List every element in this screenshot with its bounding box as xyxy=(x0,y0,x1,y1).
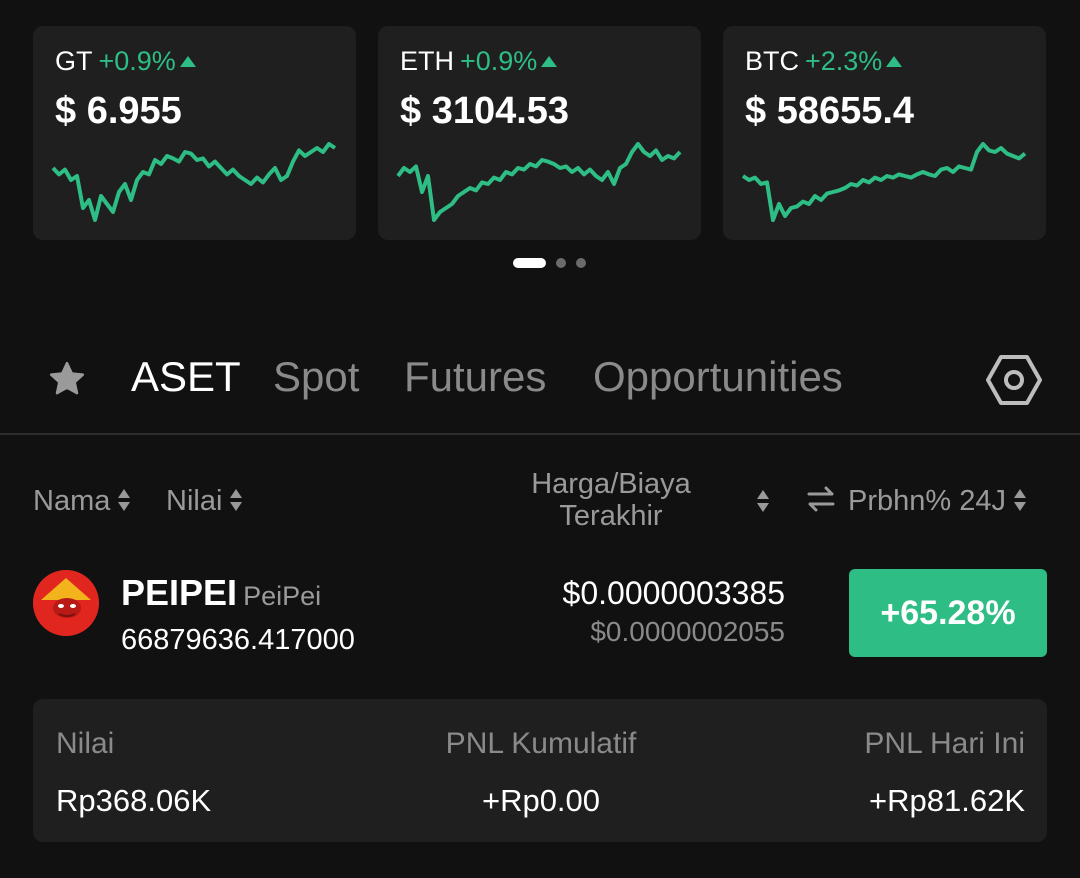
tab-spot[interactable]: Spot xyxy=(273,353,360,400)
ticker-symbol: GT xyxy=(55,46,93,76)
tabs-divider xyxy=(0,433,1080,435)
carousel-dot[interactable] xyxy=(556,258,566,268)
value-label: Nilai xyxy=(56,727,115,760)
asset-name: PeiPei xyxy=(243,581,322,611)
asset-symbol: PEIPEI xyxy=(121,572,238,613)
sort-by-name[interactable]: Nama xyxy=(33,485,131,518)
ticker-change: +0.9% xyxy=(460,46,538,76)
up-triangle-icon xyxy=(886,56,903,67)
peipei-logo-icon xyxy=(33,570,99,636)
value-amount: Rp368.06K xyxy=(56,783,212,818)
sort-by-value[interactable]: Nilai xyxy=(166,485,243,518)
hexagon-settings-icon[interactable] xyxy=(985,351,1043,409)
ticker-symbol: ETH xyxy=(400,46,454,76)
pnl-cumulative-label: PNL Kumulatif xyxy=(445,727,637,760)
column-value-label: Nilai xyxy=(166,485,223,517)
swap-arrows-icon[interactable] xyxy=(806,484,836,514)
ticker-cards: GT +0.9% $ 6.955 ETH +0.9% $ 3104.53 BTC +2… xyxy=(33,26,1047,240)
pnl-summary[interactable]: Nilai Rp368.06K PNL Kumulatif +Rp0.00 PN… xyxy=(33,699,1047,842)
pnl-today-amount: +Rp81.62K xyxy=(869,783,1025,818)
ticker-card-gt[interactable]: GT +0.9% $ 6.955 xyxy=(33,26,356,240)
carousel-dot[interactable] xyxy=(576,258,586,268)
asset-cost: $0.0000002055 xyxy=(590,616,785,647)
asset-tabs: ASET Spot Futures Opportunities xyxy=(0,345,1080,415)
change-badge[interactable]: +65.28% xyxy=(849,569,1047,657)
ticker-card-eth[interactable]: ETH +0.9% $ 3104.53 xyxy=(378,26,701,240)
sort-arrows-icon xyxy=(118,487,131,513)
ticker-card-btc[interactable]: BTC +2.3% $ 58655.4 xyxy=(723,26,1046,240)
star-icon[interactable] xyxy=(47,359,87,399)
ticker-change: +0.9% xyxy=(98,46,176,76)
pnl-cumulative-amount: +Rp0.00 xyxy=(481,783,601,818)
tab-opportunities[interactable]: Opportunities xyxy=(593,353,843,400)
asset-quantity: 66879636.417000 xyxy=(121,624,355,656)
sort-arrows-icon xyxy=(230,487,243,513)
sort-arrows-icon xyxy=(1014,487,1026,513)
ticker-price: $ 6.955 xyxy=(55,90,182,132)
sparkline-chart xyxy=(741,142,1027,222)
pnl-today-label: PNL Hari Ini xyxy=(864,727,1025,760)
sort-by-change[interactable]: Prbhn% 24J xyxy=(848,485,1026,518)
sparkline-chart xyxy=(51,142,337,222)
up-triangle-icon xyxy=(541,56,558,67)
peipei-avatar xyxy=(33,570,99,636)
ticker-price: $ 3104.53 xyxy=(400,90,570,132)
column-price-cost-label[interactable]: Harga/Biaya Terakhir xyxy=(531,468,691,532)
tab-aset[interactable]: ASET xyxy=(131,353,241,400)
ticker-symbol: BTC xyxy=(745,46,799,76)
tab-futures[interactable]: Futures xyxy=(404,353,547,400)
sparkline-chart xyxy=(396,142,682,222)
carousel-dot-active[interactable] xyxy=(513,258,546,268)
column-change-label: Prbhn% 24J xyxy=(848,485,1006,517)
up-triangle-icon xyxy=(179,56,196,67)
ticker-price: $ 58655.4 xyxy=(745,90,915,132)
sort-arrows-icon[interactable] xyxy=(757,488,769,514)
ticker-change: +2.3% xyxy=(805,46,883,76)
asset-last-price: $0.0000003385 xyxy=(562,575,785,611)
column-name-label: Nama xyxy=(33,485,111,517)
